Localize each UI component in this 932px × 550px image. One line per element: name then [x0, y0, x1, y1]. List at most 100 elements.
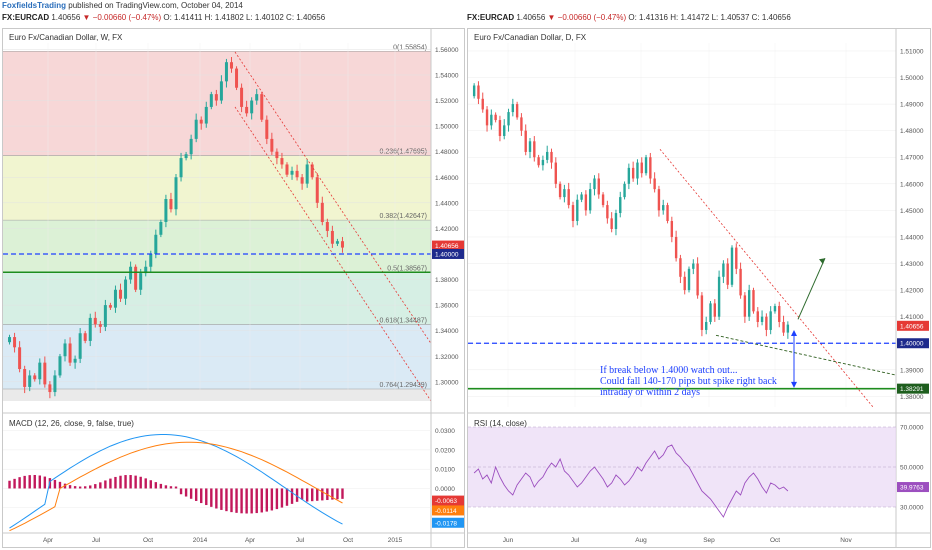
left-symbol[interactable]: FX:EURCAD — [2, 13, 50, 22]
candle-body — [546, 151, 549, 160]
candle-body — [290, 170, 294, 175]
time-tick-label: Jun — [503, 537, 514, 544]
left-low: L: 1.40102 — [246, 13, 284, 22]
candle-body — [88, 317, 92, 341]
candle-body — [674, 236, 678, 259]
candle-body — [164, 198, 168, 222]
candle-body — [515, 104, 519, 118]
daily-candles — [472, 81, 790, 339]
rsi-panel: 70.0000 50.0000 30.0000 39.9763 — [468, 412, 930, 518]
price-tick-label: 1.50000 — [900, 75, 924, 82]
rsi-tick-label: 70.0000 — [900, 425, 924, 432]
candle-body — [662, 205, 665, 211]
fib-bands: 0(1.55854) 0.236(1.47695) 0.382(1.42647) 0.… — [3, 43, 431, 401]
right-open: O: 1.41316 — [628, 13, 668, 22]
candle-body — [295, 170, 299, 178]
candle-body — [773, 306, 777, 312]
weekly-chart-svg[interactable]: 0(1.55854) 0.236(1.47695) 0.382(1.42647) 0.… — [3, 29, 464, 547]
fib-band — [3, 324, 431, 389]
price-tick-label: 1.56000 — [435, 47, 459, 54]
time-tick-label: Oct — [770, 537, 780, 544]
breakdown-annotation: If break below 1.4000 watch out... Could… — [600, 365, 777, 398]
price-tick-label: 1.38000 — [900, 394, 924, 401]
daily-chart-title: Euro Fx/Canadian Dollar, D, FX — [474, 33, 587, 42]
macd-hist-bar — [73, 486, 77, 489]
macd-hist-bar — [174, 486, 178, 489]
candle-body — [537, 157, 540, 166]
candle-body — [477, 85, 480, 99]
macd-hist-bar — [179, 488, 183, 495]
candle-body — [588, 189, 592, 211]
candle-body — [576, 199, 579, 222]
candle-body — [524, 130, 527, 152]
macd-hist-bar — [275, 488, 279, 510]
candle-body — [739, 268, 742, 296]
candle-body — [717, 276, 721, 317]
right-high: H: 1.41472 — [670, 13, 710, 22]
candle-body — [229, 62, 233, 69]
macd-hist-bar — [78, 486, 82, 489]
candle-body — [300, 177, 304, 184]
candle-body — [255, 94, 259, 101]
candle-body — [33, 375, 37, 380]
daily-overlays — [468, 149, 897, 408]
candle-body — [265, 119, 269, 139]
macd-hist-bar — [144, 478, 147, 489]
fib-band — [3, 272, 431, 325]
candle-body — [696, 263, 699, 296]
daily-chart-pane[interactable]: 1.51000 1.50000 1.49000 1.48000 1.47000 1.460… — [467, 28, 931, 548]
fib-band — [3, 155, 431, 221]
candle-body — [726, 263, 729, 285]
right-symbol[interactable]: FX:EURCAD — [467, 13, 515, 22]
candle-body — [108, 305, 112, 308]
weekly-chart-pane[interactable]: 0(1.55854) 0.236(1.47695) 0.382(1.42647) 0.… — [2, 28, 465, 548]
price-tick-label: 1.41000 — [900, 314, 924, 321]
macd-tick-label: 0.0000 — [435, 486, 455, 493]
candle-body — [485, 109, 489, 126]
left-close: C: 1.40656 — [286, 13, 326, 22]
macd-value-label: -0.0063 — [435, 498, 457, 505]
candle-body — [260, 94, 264, 120]
price-tick-label: 1.30000 — [435, 379, 459, 386]
signal-line — [9, 441, 343, 532]
candle-body — [481, 98, 484, 110]
candle-body — [209, 94, 213, 107]
price-tick-label: 1.38000 — [435, 277, 459, 284]
candle-body — [705, 321, 708, 330]
candle-body — [619, 197, 622, 214]
candle-body — [93, 317, 97, 325]
candle-body — [275, 151, 279, 159]
candle-body — [670, 221, 674, 237]
macd-hist-bar — [225, 488, 228, 512]
macd-hist-bar — [255, 488, 258, 514]
candle-body — [73, 358, 77, 363]
price-tick-label: 1.48000 — [435, 149, 459, 156]
bullish-arrow-head — [819, 258, 825, 265]
daily-chart-svg[interactable]: 1.51000 1.50000 1.49000 1.48000 1.47000 1.460… — [468, 29, 930, 547]
candle-body — [38, 362, 42, 380]
macd-hist-bar — [250, 488, 253, 514]
macd-hist-bar — [189, 488, 193, 499]
candle-body — [250, 100, 254, 114]
candle-body — [554, 162, 557, 184]
macd-hist-bar — [270, 488, 274, 511]
time-tick-label: Apr — [245, 537, 256, 544]
candle-body — [8, 337, 12, 343]
candle-body — [735, 247, 738, 269]
low-price-label: 1.38291 — [900, 386, 924, 393]
candle-body — [567, 189, 570, 206]
fib-band — [3, 220, 431, 273]
brand-link[interactable]: FoxfieldsTrading — [2, 1, 67, 10]
price-tick-label: 1.51000 — [900, 48, 924, 55]
candle-body — [606, 205, 609, 219]
macd-hist-bar — [265, 488, 269, 512]
candle-body — [498, 120, 502, 136]
candle-body — [730, 247, 734, 285]
price-tick-label: 1.32000 — [435, 354, 459, 361]
price-tick-label: 1.34000 — [435, 328, 459, 335]
macd-hist-bar — [169, 486, 173, 489]
macd-hist-bar — [83, 486, 87, 489]
candle-body — [636, 162, 639, 179]
candle-body — [174, 177, 178, 210]
candle-body — [204, 106, 208, 124]
